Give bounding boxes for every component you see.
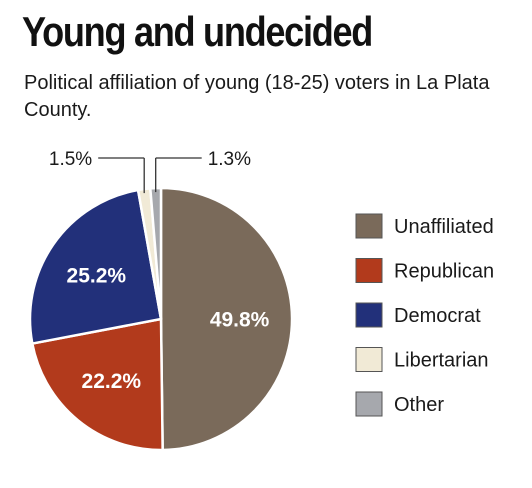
legend-swatch-unaffiliated <box>355 213 383 239</box>
pie-slice-unaffiliated <box>159 186 294 452</box>
legend-label-libertarian: Libertarian <box>394 350 489 372</box>
pie-slice-democrat <box>28 188 163 345</box>
chart-subtitle: Political affiliation of young (18-25) v… <box>24 72 490 121</box>
slice-label-unaffiliated: 49.8% <box>210 309 270 332</box>
slice-label-democrat: 25.2% <box>67 264 127 287</box>
legend-swatch-other <box>355 391 383 417</box>
pie-slice-republican <box>31 317 164 452</box>
legend-label-republican: Republican <box>394 261 494 283</box>
legend-label-other: Other <box>394 394 444 416</box>
legend-swatch-libertarian <box>355 347 383 372</box>
legend-swatch-republican <box>355 258 383 283</box>
legend-label-democrat: Democrat <box>394 305 481 327</box>
chart-title: Young and undecided <box>22 8 373 55</box>
callout-label-libertarian: 1.5% <box>49 149 92 170</box>
callout-label-other: 1.3% <box>208 149 251 170</box>
slice-label-republican: 22.2% <box>82 370 142 393</box>
legend-label-unaffiliated: Unaffiliated <box>394 216 494 238</box>
legend-swatch-democrat <box>355 302 383 328</box>
